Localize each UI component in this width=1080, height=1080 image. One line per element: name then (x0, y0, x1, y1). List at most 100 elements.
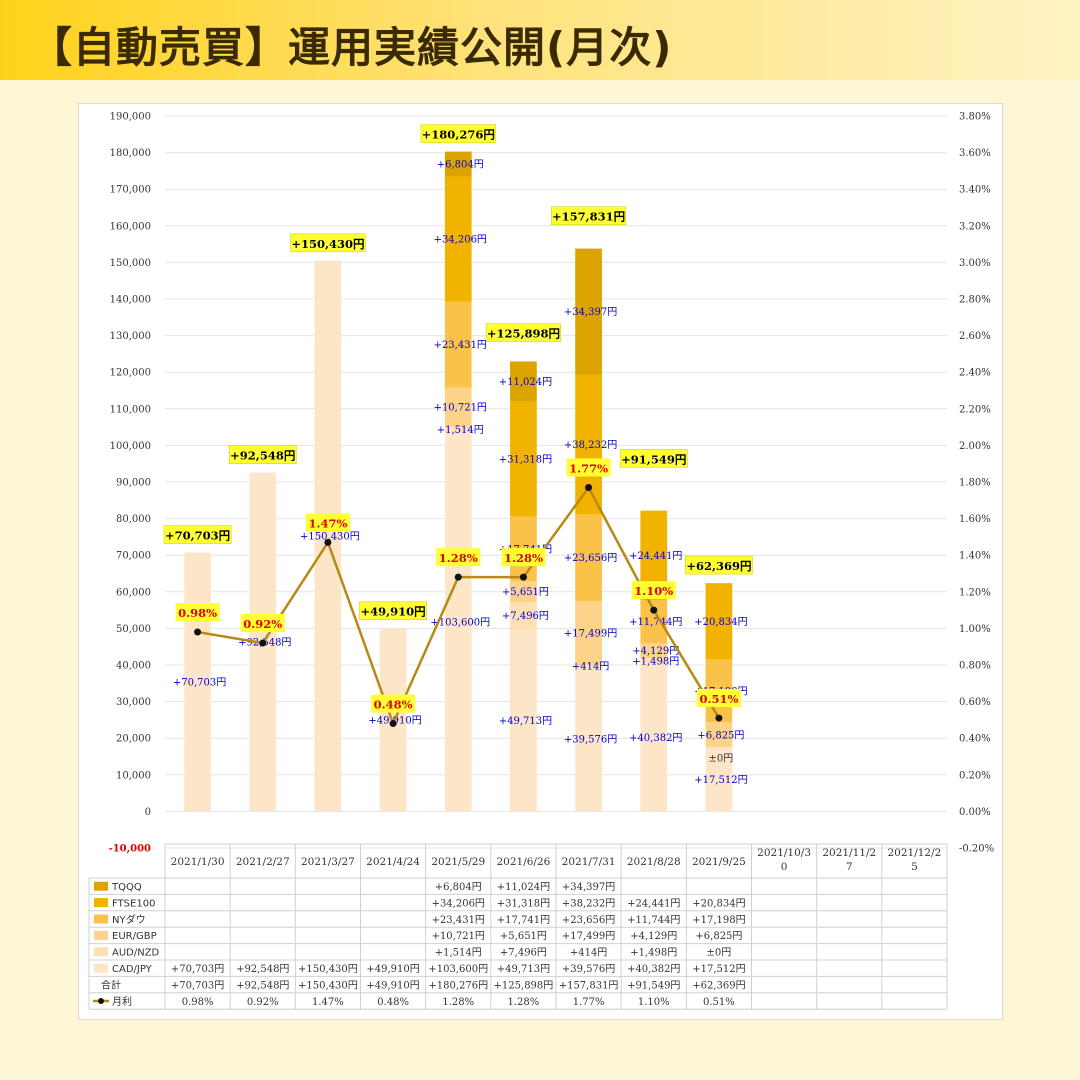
table-cell-value: +103,600円 (428, 964, 488, 975)
total-callout-label: +91,549円 (621, 452, 686, 466)
legend-swatch (94, 881, 108, 891)
total-callout-label: +125,898円 (487, 327, 560, 341)
y-axis-left-tick-label: 20,000 (116, 734, 151, 745)
legend-swatch (94, 898, 108, 908)
legend-series-label: TQQQ (111, 882, 142, 893)
legend-series-label: EUR/GBP (112, 931, 157, 942)
table-cell-value: +6,804円 (435, 882, 482, 893)
y-axis-left-tick-label: -10,000 (109, 844, 151, 855)
y-axis-left-tick-label: 170,000 (110, 185, 151, 196)
segment-value-label: +6,825円 (697, 730, 744, 741)
segment-value-label: +49,713円 (499, 716, 552, 727)
table-cell-value: +17,741円 (497, 915, 550, 926)
return-callout-label: 1.28% (504, 551, 543, 565)
total-callout-box (163, 525, 232, 544)
x-axis-category-label: 2021/1/30 (171, 856, 225, 868)
bar-segment-ny- (575, 514, 602, 601)
bar-segment-eur-gbp (640, 643, 668, 659)
y-axis-left-tick-label: 110,000 (110, 404, 151, 415)
total-callout-label: +70,703円 (165, 529, 230, 543)
y-axis-left-tick-label: 70,000 (116, 551, 151, 562)
table-cell-value: +91,549円 (627, 980, 680, 991)
table-cell-value: +40,382円 (627, 964, 680, 975)
y-axis-right-tick-label: 2.40% (959, 368, 991, 379)
legend-swatch (94, 914, 108, 924)
total-callout-label: +49,910円 (361, 605, 426, 619)
bar-segment-eur-gbp (705, 722, 733, 748)
monthly-return-point (194, 628, 202, 636)
y-axis-left-tick-label: 100,000 (110, 441, 151, 452)
bar-segment-aud-nzd (575, 665, 602, 667)
page-title: 【自動売買】運用実績公開(月次) (30, 23, 673, 72)
legend-series-label: AUD/NZD (112, 948, 160, 959)
total-callout-box (228, 445, 297, 464)
combo-chart: -10,000 0 10,000 20,000 30,000 40,000 50,000 60… (88, 112, 994, 1010)
table-cell-value: +92,548円 (236, 964, 289, 975)
x-axis-category-label: 2021/2/27 (236, 856, 290, 868)
x-axis-category-label: 2021/9/25 (692, 856, 746, 868)
total-callout-label: +62,369円 (686, 559, 751, 573)
total-callout-box (619, 449, 688, 468)
x-axis-category-label: 5 (911, 861, 918, 873)
bar-segment-eur-gbp (510, 581, 537, 603)
segment-value-label: +39,576円 (564, 734, 617, 745)
table-cell-value: +150,430円 (298, 964, 358, 975)
legend-series-label: CAD/JPY (112, 964, 153, 975)
x-axis-category-label: 2021/11/2 (822, 847, 876, 859)
segment-value-label: +23,656円 (564, 553, 617, 564)
y-axis-left-tick-label: 190,000 (110, 112, 151, 123)
bar-segment-cad-jpy (640, 663, 668, 812)
legend-swatch (94, 947, 108, 957)
table-cell-value: +125,898円 (494, 980, 554, 991)
table-cell-value: +49,910円 (366, 980, 419, 991)
total-callout-box (485, 323, 561, 342)
monthly-return-point (715, 714, 723, 722)
y-axis-right-tick-label: -0.20% (959, 844, 994, 855)
bar-segment-cad-jpy (705, 747, 733, 812)
table-cell-value: ±0円 (707, 948, 732, 959)
return-callout-box (371, 694, 416, 713)
table-cell-value: +34,397円 (562, 882, 615, 893)
legend-line-marker (98, 998, 104, 1004)
y-axis-right-tick-label: 0.60% (959, 697, 991, 708)
segment-value-label: +38,232円 (564, 440, 617, 451)
segment-value-label: +4,129円 (632, 646, 679, 657)
y-axis-right-tick-label: 2.20% (959, 404, 991, 415)
table-cell-value: +17,499円 (562, 931, 615, 942)
segment-value-label: +34,397円 (564, 307, 617, 318)
return-callout-label: 0.92% (243, 617, 282, 631)
table-cell-value: +20,834円 (692, 898, 745, 909)
x-axis-category-label: 2021/6/26 (496, 856, 550, 868)
segment-value-label: +6,804円 (437, 160, 484, 171)
monthly-return-point (650, 606, 658, 614)
y-axis-left-tick-label: 140,000 (110, 295, 151, 306)
table-cell-value: +17,198円 (692, 915, 745, 926)
table-cell-value: +414円 (570, 948, 607, 959)
y-axis-left-tick-label: 150,000 (110, 258, 151, 269)
bar-segment-ftse100 (575, 374, 602, 515)
legend-series-label: NYダウ (112, 913, 146, 926)
x-axis-category-label: 2021/10/3 (757, 847, 811, 859)
total-callout-label: +92,548円 (230, 449, 295, 463)
legend-series-label: FTSE100 (112, 898, 155, 909)
y-axis-left-tick-label: 30,000 (116, 697, 151, 708)
legend-series-label: 月利 (112, 996, 132, 1008)
header-banner: 【自動売買】運用実績公開(月次) (0, 0, 1080, 80)
table-cell-value: 1.47% (312, 997, 344, 1008)
y-axis-left-tick-label: 130,000 (110, 331, 151, 342)
segment-value-label: +11,024円 (499, 377, 552, 388)
table-cell-value: 0.98% (182, 997, 214, 1008)
x-axis-category-label: 2021/3/27 (301, 856, 355, 868)
return-callout-box (175, 603, 220, 622)
total-callout-label: +150,430円 (291, 237, 364, 251)
bar-segment-tqqq (575, 248, 602, 375)
y-axis-left-tick-label: 80,000 (116, 514, 151, 525)
segment-value-label: +17,512円 (694, 775, 747, 786)
y-axis-left-tick-label: 0 (145, 807, 151, 818)
return-callout-label: 0.51% (699, 692, 738, 706)
monthly-return-point (324, 538, 332, 546)
y-axis-right-tick-label: 0.80% (959, 661, 991, 672)
return-callout-box (631, 581, 676, 600)
x-axis-category-label: 7 (846, 861, 853, 873)
y-axis-left-tick-label: 180,000 (110, 148, 151, 159)
